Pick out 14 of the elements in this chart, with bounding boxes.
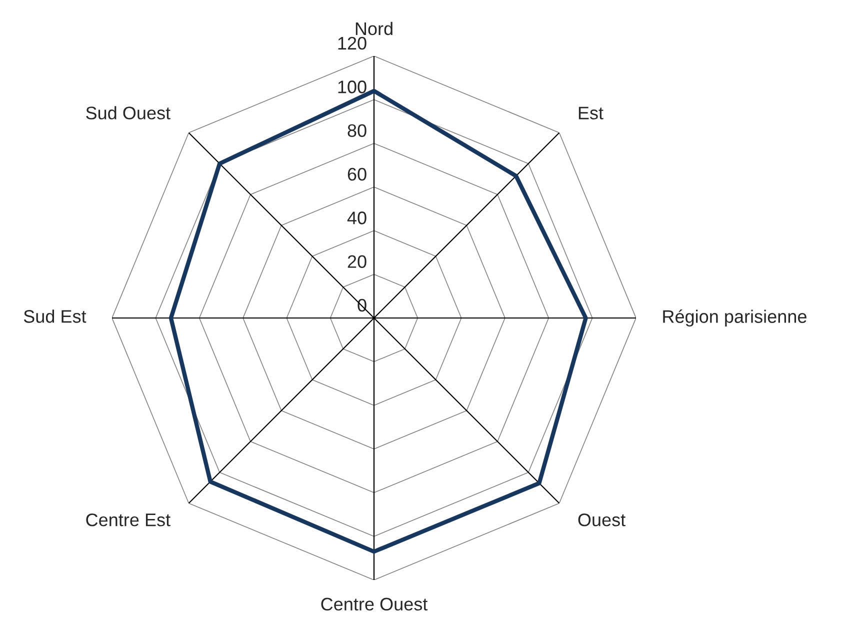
spoke-label: Sud Ouest xyxy=(86,106,170,120)
y-tick-label: 40 xyxy=(347,212,366,224)
y-tick-label: 80 xyxy=(348,124,366,137)
y-tick-label: 100 xyxy=(338,80,366,94)
spoke-label: Ouest xyxy=(578,513,626,526)
y-tick-label: 60 xyxy=(348,168,366,181)
spoke-label: Région parisienne xyxy=(663,309,806,327)
spoke-label: Sud Est xyxy=(24,310,86,323)
spoke-label: Nord xyxy=(356,22,392,36)
spoke-label: Centre Ouest xyxy=(321,598,428,611)
y-tick-label: 20 xyxy=(348,255,366,268)
y-tick-label: 120 xyxy=(338,36,366,50)
spoke-label: Centre Est xyxy=(86,513,170,526)
spoke-label: Est xyxy=(578,106,604,120)
